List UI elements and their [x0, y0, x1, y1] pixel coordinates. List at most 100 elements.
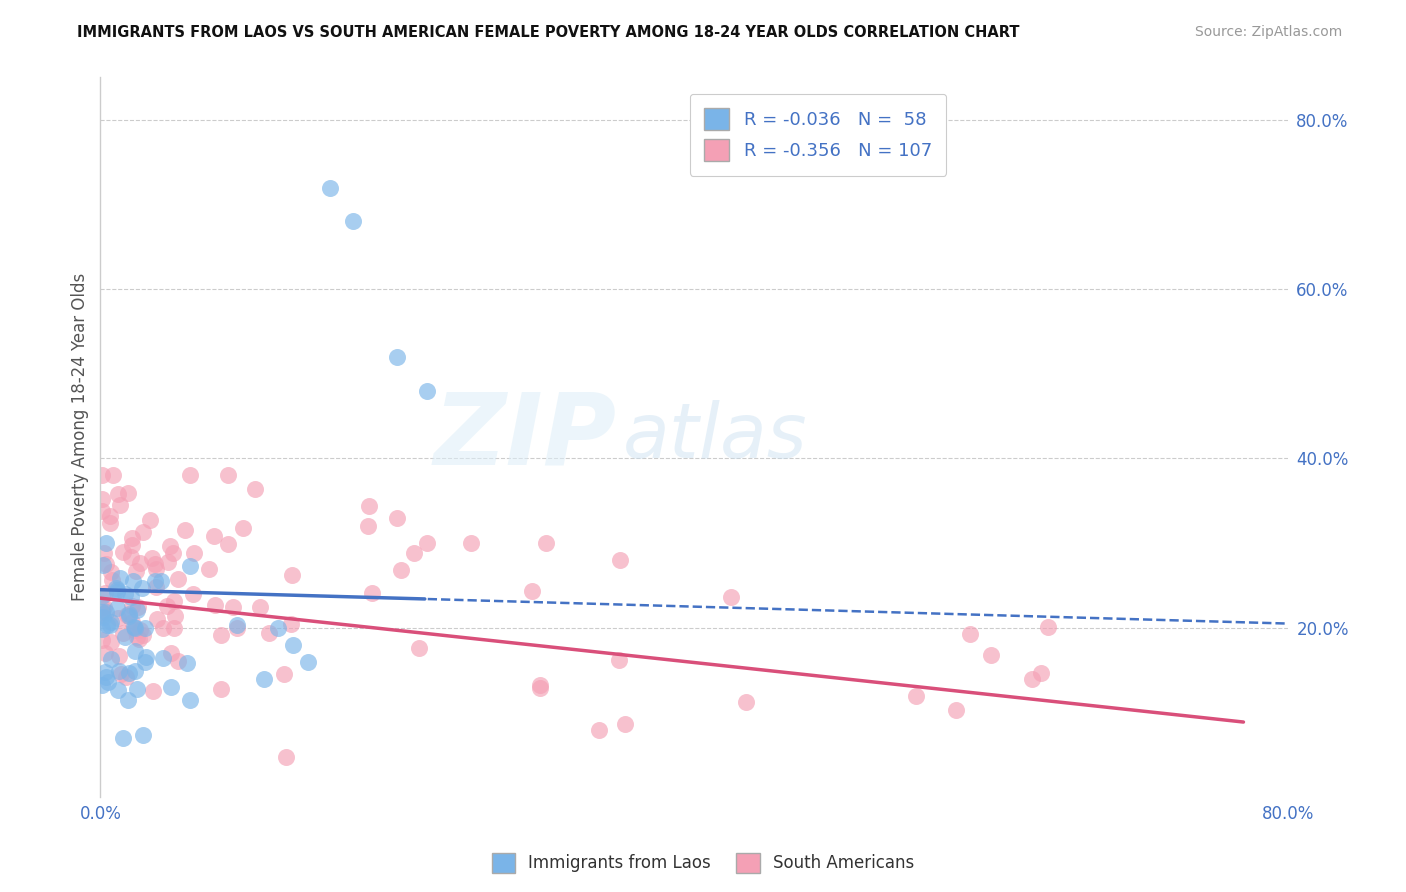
Point [297, 655, 319, 669]
Point [522, 584, 544, 599]
Point [90, 492, 112, 507]
Point [122, 574, 145, 588]
Point [118, 609, 141, 624]
Point [404, 546, 426, 560]
Point [141, 551, 163, 566]
Point [1021, 672, 1043, 686]
Point [245, 482, 267, 496]
Point [100, 509, 122, 524]
Point [209, 628, 232, 642]
Point [110, 666, 132, 681]
Point [114, 587, 136, 601]
Point [167, 572, 190, 586]
Point [90, 632, 112, 647]
Point [108, 499, 131, 513]
Point [100, 615, 122, 630]
Point [165, 608, 187, 623]
Point [117, 665, 139, 680]
Point [90, 607, 112, 622]
Point [94, 665, 117, 680]
Point [163, 621, 186, 635]
Point [114, 630, 136, 644]
Point [905, 689, 928, 703]
Point [94, 646, 117, 660]
Point [120, 590, 142, 604]
Point [416, 384, 439, 398]
Point [280, 616, 302, 631]
Point [183, 546, 205, 560]
Point [408, 640, 430, 655]
Point [159, 646, 181, 660]
Text: Source: ZipAtlas.com: Source: ZipAtlas.com [1195, 25, 1343, 39]
Point [93, 558, 115, 572]
Point [90, 677, 112, 691]
Point [91, 504, 114, 518]
Point [202, 529, 225, 543]
Point [146, 612, 169, 626]
Point [614, 717, 637, 731]
Point [217, 537, 239, 551]
Y-axis label: Female Poverty Among 18-24 Year Olds: Female Poverty Among 18-24 Year Olds [72, 273, 89, 601]
Point [96, 558, 118, 572]
Point [179, 692, 201, 706]
Point [460, 536, 482, 550]
Point [387, 350, 409, 364]
Point [179, 559, 201, 574]
Point [226, 621, 249, 635]
Point [104, 581, 127, 595]
Point [181, 587, 204, 601]
Point [134, 621, 156, 635]
Point [249, 599, 271, 614]
Point [152, 651, 174, 665]
Point [98, 516, 121, 530]
Point [90, 600, 112, 615]
Point [105, 585, 128, 599]
Point [97, 674, 120, 689]
Point [121, 615, 143, 629]
Point [110, 571, 132, 585]
Point [128, 556, 150, 570]
Point [117, 486, 139, 500]
Point [274, 750, 297, 764]
Point [128, 632, 150, 647]
Point [115, 670, 138, 684]
Point [124, 623, 146, 637]
Point [103, 468, 125, 483]
Point [735, 695, 758, 709]
Point [91, 610, 114, 624]
Point [107, 486, 129, 500]
Point [107, 682, 129, 697]
Point [359, 500, 381, 514]
Point [100, 651, 122, 665]
Point [121, 538, 143, 552]
Point [204, 598, 226, 612]
Point [152, 621, 174, 635]
Point [127, 631, 149, 645]
Legend: Immigrants from Laos, South Americans: Immigrants from Laos, South Americans [485, 847, 921, 880]
Point [163, 593, 186, 607]
Point [143, 558, 166, 572]
Point [132, 524, 155, 539]
Point [100, 635, 122, 649]
Point [139, 513, 162, 527]
Point [135, 649, 157, 664]
Point [283, 638, 305, 652]
Point [257, 626, 280, 640]
Point [160, 680, 183, 694]
Point [131, 581, 153, 595]
Point [197, 562, 219, 576]
Point [588, 723, 610, 737]
Point [120, 550, 142, 565]
Point [253, 672, 276, 686]
Point [121, 531, 143, 545]
Point [342, 214, 364, 228]
Point [387, 510, 409, 524]
Point [1036, 620, 1059, 634]
Point [217, 468, 239, 483]
Point [127, 681, 149, 696]
Point [107, 610, 129, 624]
Point [93, 599, 115, 614]
Point [117, 693, 139, 707]
Point [226, 618, 249, 632]
Point [529, 677, 551, 691]
